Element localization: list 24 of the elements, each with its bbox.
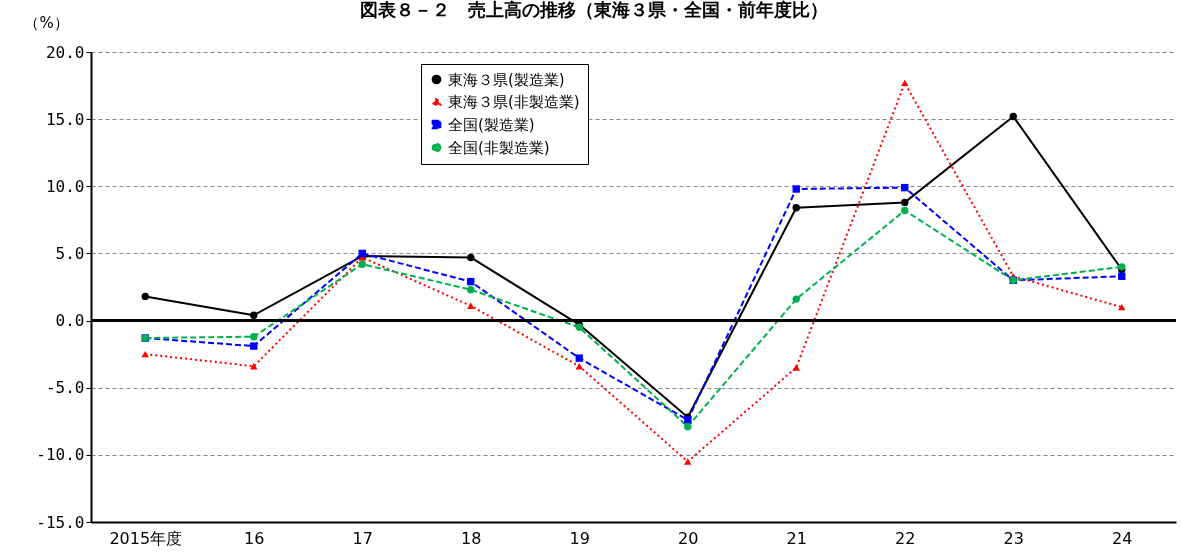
x-tick-label: 19: [569, 528, 590, 548]
x-tick-label: 24: [1112, 528, 1133, 548]
legend-label: 東海３県(製造業): [448, 70, 565, 89]
x-tick-label: 16: [244, 528, 265, 548]
x-tick-label: 20: [678, 528, 699, 548]
y-tick-label: 0.0: [55, 311, 85, 331]
y-tick-label: 15.0: [45, 109, 85, 129]
chart-title: 図表８－２ 売上高の推移（東海３県・全国・前年度比）: [359, 0, 828, 20]
x-tick-label: 23: [1003, 528, 1024, 548]
legend-label: 東海３県(非製造業): [448, 92, 580, 111]
y-tick-label: -10.0: [36, 445, 85, 465]
x-tick-label: 2015年度: [109, 528, 183, 548]
x-tick-label: 18: [461, 528, 482, 548]
x-tick-label: 17: [352, 528, 373, 548]
y-tick-label: -15.0: [36, 512, 85, 532]
legend-label: 全国(非製造業): [448, 138, 550, 157]
x-tick-label: 21: [786, 528, 807, 548]
legend-label: 全国(製造業): [448, 115, 535, 134]
y-axis-title: （%）: [24, 13, 69, 32]
y-tick-label: -5.0: [45, 378, 85, 398]
x-tick-label: 22: [895, 528, 916, 548]
y-tick-label: 5.0: [55, 243, 85, 263]
y-tick-label: 10.0: [45, 176, 85, 196]
y-tick-label: 20.0: [45, 42, 85, 62]
